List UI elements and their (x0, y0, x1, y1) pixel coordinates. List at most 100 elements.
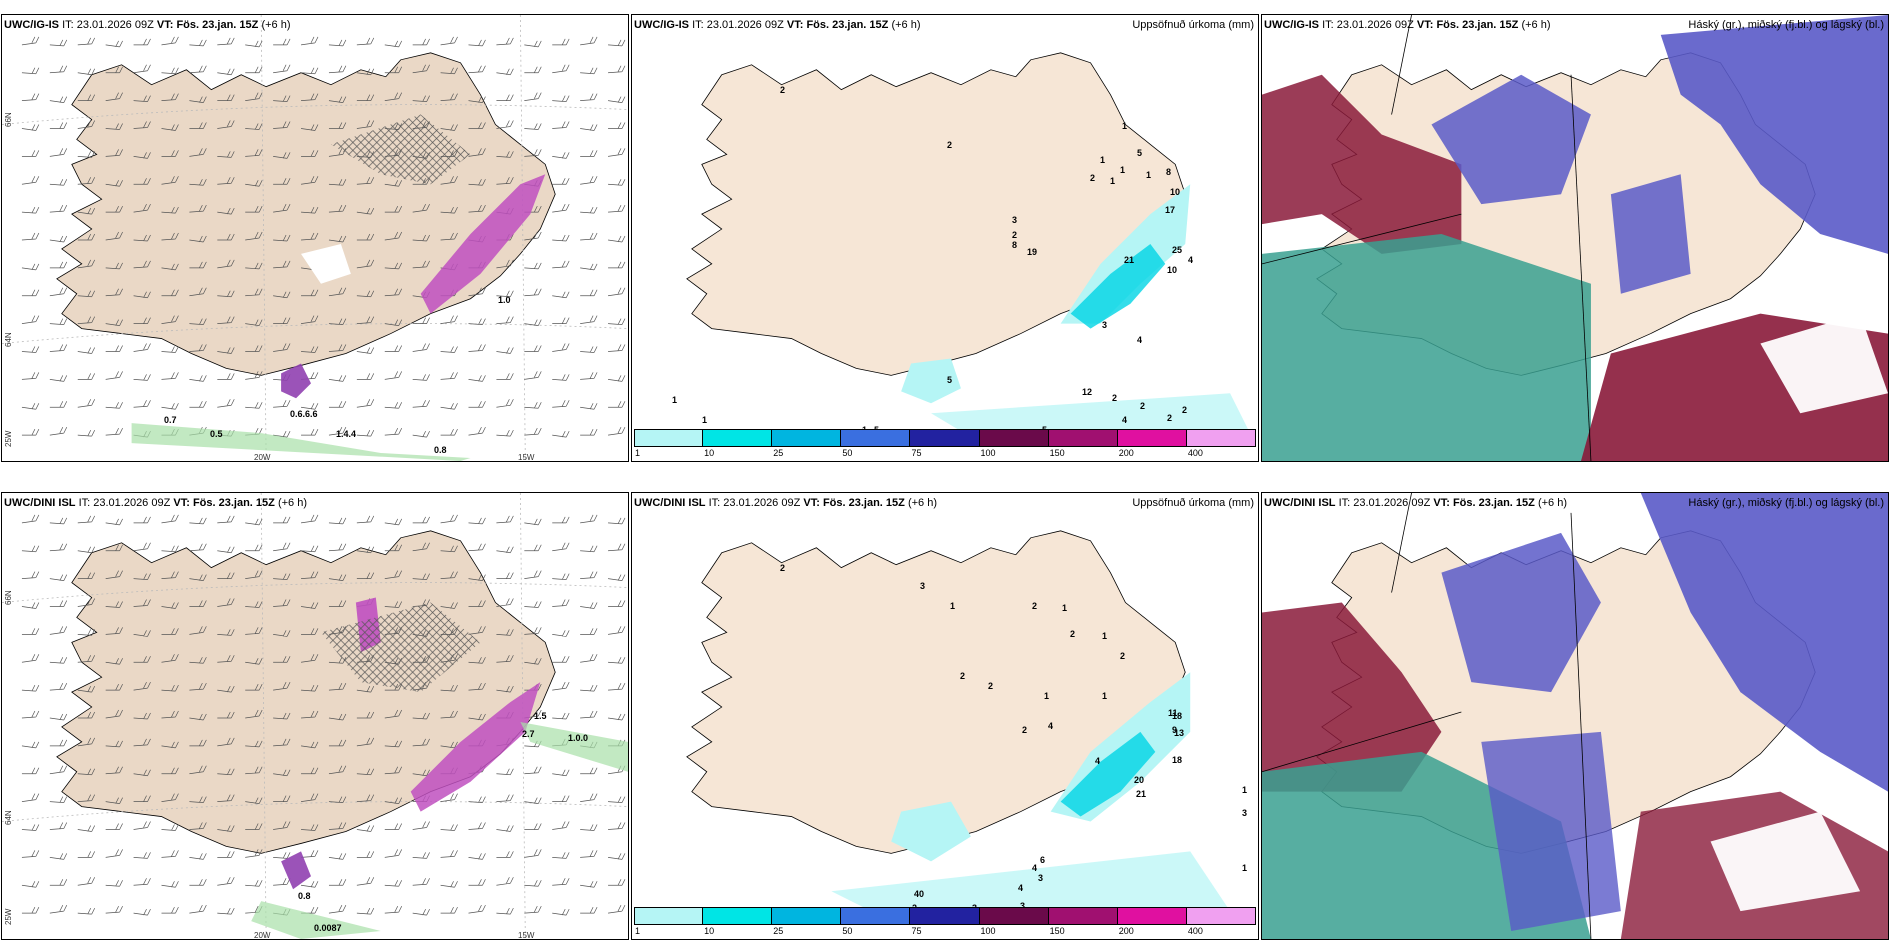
wind-barb (49, 682, 68, 691)
wind-barb (301, 628, 319, 635)
wind-barb (412, 260, 430, 269)
wind-barb (105, 601, 123, 608)
precip-label: 2 (780, 85, 786, 95)
wind-barb (468, 96, 486, 103)
wind-barb (245, 180, 263, 187)
wind-barb (496, 825, 514, 832)
precip-label: 4 (1095, 756, 1101, 766)
wind-barb (273, 95, 291, 102)
wind-barb (217, 177, 235, 185)
wind-barb (77, 851, 96, 858)
wind-barb (384, 709, 403, 719)
wind-barb (273, 769, 291, 777)
wind-barb (608, 574, 626, 581)
wind-barb (384, 905, 403, 914)
wind-barb (273, 630, 291, 637)
colorbar-swatch (1117, 907, 1187, 925)
cloud-map-panel-row2: UWC/DINI ISL IT: 23.01.2026 09Z VT: Fös.… (1261, 492, 1889, 940)
wind-barb (384, 849, 403, 858)
wind-barb (49, 122, 68, 129)
wind-barb (189, 318, 207, 325)
wind-barb (496, 629, 514, 636)
wind-barb (21, 850, 40, 858)
wind-barb (21, 315, 40, 324)
wind-barb (77, 151, 96, 158)
wind-barb (245, 601, 263, 608)
precip-label: 13 (1174, 728, 1185, 738)
wind-barb (552, 712, 570, 720)
wind-barb (384, 427, 403, 436)
panel-header: UWC/IG-IS IT: 23.01.2026 09Z VT: Fös. 23… (634, 19, 921, 31)
wind-barb (412, 430, 430, 438)
wind-barb (496, 907, 514, 915)
wind-barb (580, 602, 598, 609)
wind-barb (356, 429, 375, 437)
wind-barb (49, 657, 68, 664)
wind-barb (328, 122, 347, 129)
wind-barb (49, 426, 68, 436)
wind-barb (608, 148, 626, 157)
wind-barb (552, 852, 570, 859)
lon-label: 15W (518, 453, 535, 462)
wind-barb (384, 880, 403, 887)
wind-barb (133, 343, 151, 352)
wind-barb (524, 92, 542, 101)
wind-barb (524, 823, 542, 830)
precip-label: 6 (1040, 855, 1046, 865)
wind-barb (77, 120, 96, 129)
colorbar-swatch (979, 429, 1049, 447)
colorbar-tick-label: 75 (911, 448, 922, 458)
colorbar-swatch (1048, 429, 1118, 447)
wind-barb (440, 824, 458, 831)
wind-barb (21, 906, 40, 914)
precip-label: 2 (1120, 651, 1126, 661)
wind-barb (21, 571, 40, 579)
wind-barb (21, 602, 40, 609)
wind-barb (273, 795, 291, 802)
precip-label: 1 (1122, 121, 1128, 131)
wind-barb (580, 514, 598, 524)
wind-barb (496, 877, 514, 886)
colorbar-tick-label: 100 (980, 448, 996, 458)
wind-barb (608, 600, 626, 607)
wind-barb (328, 204, 347, 213)
wind-barb (301, 545, 319, 553)
wind-barb (412, 573, 430, 580)
precip-label: 2 (1140, 401, 1146, 411)
wind-barb (412, 203, 430, 213)
wind-barb (189, 543, 207, 552)
colorbar-tick-label: 150 (1049, 926, 1065, 936)
wind-barb (77, 399, 96, 408)
wind-barb (384, 371, 403, 380)
wind-barb (21, 124, 40, 131)
wind-barb (384, 319, 403, 326)
wind-barb (217, 907, 235, 915)
wind-barb (133, 852, 151, 859)
wind-barb (77, 515, 96, 524)
precip-label: 2 (1022, 725, 1028, 735)
colorbar-swatch (772, 429, 842, 447)
wind-barb (300, 654, 319, 663)
wind-barb (21, 514, 40, 524)
wind-barb (217, 768, 235, 776)
wind-barb (105, 205, 123, 213)
wind-barb (384, 518, 403, 526)
wind-barb (328, 796, 347, 803)
wind-barb (217, 825, 235, 832)
wind-barb (77, 429, 96, 437)
colorbar-tick-label: 200 (1118, 448, 1134, 458)
wind-barb (328, 179, 347, 186)
wind-barb (273, 317, 291, 324)
wind-barb (133, 317, 151, 324)
wind-barb (384, 40, 403, 48)
wind-barb (245, 683, 263, 691)
precip-label: 5 (947, 375, 953, 385)
wind-barb (161, 850, 179, 858)
wind-barb (77, 572, 96, 579)
wind-barb (580, 793, 598, 802)
wind-barb (189, 261, 207, 269)
lat-label: 66N (4, 590, 13, 605)
wind-barb (189, 822, 207, 830)
wind-barb (217, 546, 235, 554)
wind-barb (580, 263, 598, 271)
